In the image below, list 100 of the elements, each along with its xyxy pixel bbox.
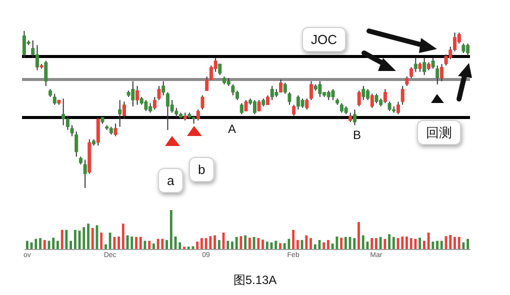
bar (209, 236, 212, 249)
candlestick (196, 109, 200, 121)
bar (288, 238, 290, 249)
bar (388, 234, 390, 249)
candlestick (283, 82, 287, 94)
bar (39, 238, 42, 249)
annotation: JOC (311, 32, 337, 47)
candlestick (279, 79, 283, 93)
bar (200, 238, 203, 249)
candlestick (370, 93, 374, 108)
candlestick (162, 80, 166, 96)
bar (418, 238, 422, 249)
candlestick (288, 92, 292, 106)
bar (436, 240, 438, 249)
candlestick (462, 43, 466, 54)
bar (340, 238, 342, 249)
annotation: a (167, 173, 175, 188)
candlestick (357, 90, 361, 107)
candlestick (362, 85, 366, 101)
candlestick (396, 101, 400, 115)
bar (244, 235, 247, 249)
bar (379, 236, 382, 249)
bar (362, 235, 364, 249)
candlestick (70, 124, 74, 137)
bar (353, 238, 356, 249)
bar (375, 238, 378, 249)
bar (327, 240, 330, 249)
bar (322, 242, 326, 249)
bar (60, 230, 64, 249)
bar (148, 240, 151, 249)
candlestick (266, 94, 270, 106)
bar (370, 238, 374, 249)
bar (422, 240, 426, 249)
bar (248, 238, 251, 249)
candlestick (44, 60, 48, 86)
candlestick (318, 80, 322, 98)
bar (178, 242, 182, 249)
bar (314, 244, 316, 249)
bar (257, 238, 260, 249)
bar (34, 238, 38, 249)
candlestick (400, 85, 404, 106)
bar (384, 238, 386, 249)
bar (139, 236, 142, 249)
bar (283, 243, 286, 249)
bar (166, 240, 168, 249)
bar (262, 240, 264, 249)
candlestick (136, 85, 140, 106)
candlestick (383, 88, 387, 104)
bar (91, 228, 94, 249)
candlestick (418, 62, 422, 72)
bar (235, 236, 238, 249)
candlestick (96, 116, 100, 146)
bar (336, 236, 338, 249)
candlestick (374, 93, 378, 104)
candlestick (436, 65, 440, 85)
bar (82, 227, 86, 249)
bar (161, 238, 164, 249)
bar (87, 224, 90, 249)
bar (130, 236, 134, 249)
bar (108, 232, 112, 249)
bar (392, 236, 395, 249)
bar (410, 238, 412, 249)
bar (401, 236, 404, 249)
bar (218, 240, 220, 249)
bar (135, 236, 138, 249)
candlestick (152, 96, 156, 110)
bar (104, 244, 107, 249)
bar (100, 232, 103, 249)
bar (427, 232, 430, 249)
candlestick (252, 100, 256, 115)
annotation: A (228, 122, 236, 136)
bar (214, 235, 216, 249)
bar (70, 240, 72, 249)
bar (56, 240, 59, 249)
bar (43, 240, 46, 249)
bar (358, 222, 360, 249)
bar (74, 230, 76, 249)
bar (449, 234, 452, 249)
annotation: B (353, 128, 362, 142)
candlestick (52, 93, 56, 106)
bar (170, 210, 172, 249)
candlestick (352, 109, 356, 126)
candlestick (440, 63, 444, 82)
bar (292, 230, 295, 249)
candlestick (114, 123, 118, 137)
candlestick (309, 80, 313, 101)
bar (231, 242, 234, 249)
candlestick (118, 100, 122, 128)
candlestick (300, 98, 304, 108)
candlestick (74, 130, 78, 158)
candlestick (144, 100, 148, 112)
candlestick (331, 88, 335, 101)
bar (274, 240, 278, 249)
bar (226, 240, 230, 249)
candlestick (35, 44, 39, 71)
bar (65, 230, 68, 249)
annotation: 回测 (426, 125, 452, 140)
candlestick (200, 94, 204, 110)
candlestick (231, 84, 235, 96)
bar (113, 236, 116, 249)
